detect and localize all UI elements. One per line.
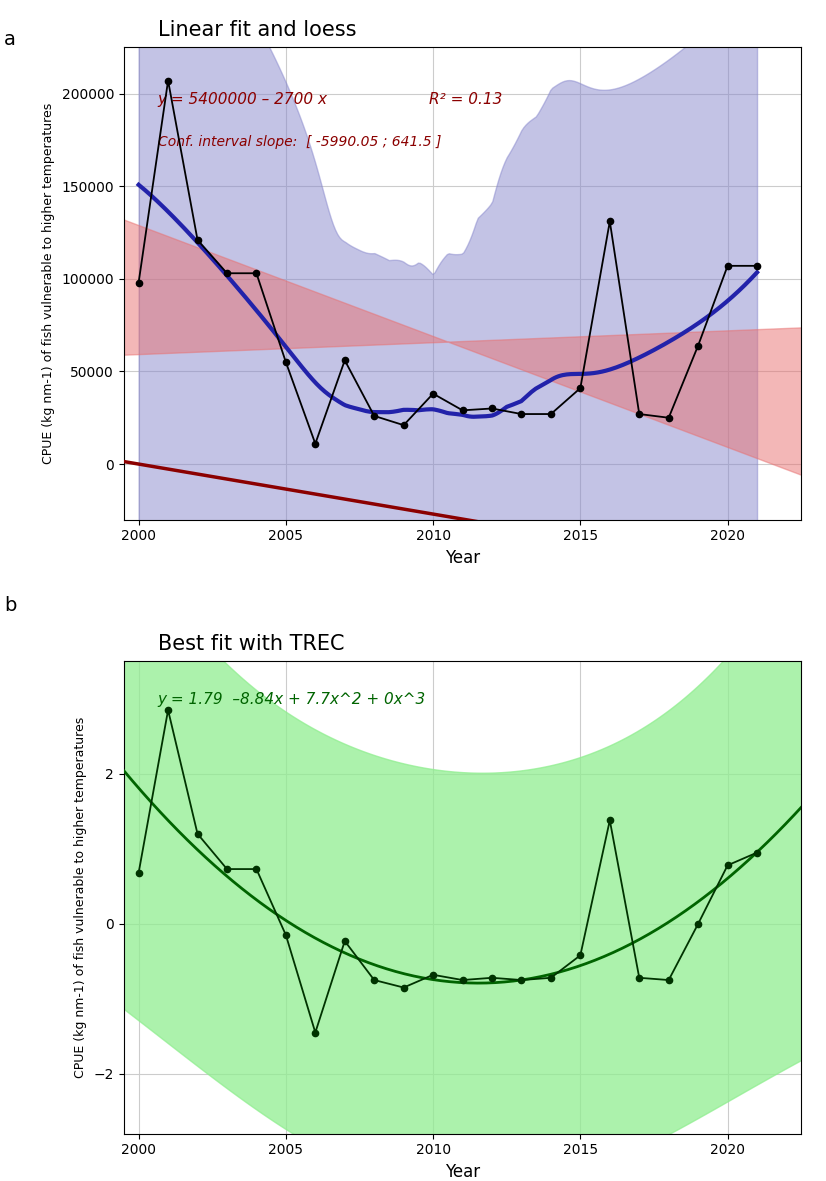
X-axis label: Year: Year [445, 1163, 480, 1181]
Text: Best fit with TREC: Best fit with TREC [158, 634, 344, 654]
Text: y = 5400000 – 2700 x: y = 5400000 – 2700 x [158, 92, 328, 107]
Text: Linear fit and loess: Linear fit and loess [158, 20, 356, 40]
X-axis label: Year: Year [445, 549, 480, 567]
Text: a: a [4, 30, 16, 48]
Text: Conf. interval slope:  [ -5990.05 ; 641.5 ]: Conf. interval slope: [ -5990.05 ; 641.5… [158, 136, 441, 150]
Text: R² = 0.13: R² = 0.13 [429, 92, 502, 107]
Text: y = 1.79  –8.84x + 7.7x^2 + 0x^3: y = 1.79 –8.84x + 7.7x^2 + 0x^3 [158, 692, 426, 707]
Text: b: b [4, 596, 17, 615]
Y-axis label: CPUE (kg nm-1) of fish vulnerable to higher temperatures: CPUE (kg nm-1) of fish vulnerable to hig… [74, 717, 87, 1078]
Y-axis label: CPUE (kg nm-1) of fish vulnerable to higher temperatures: CPUE (kg nm-1) of fish vulnerable to hig… [41, 103, 55, 464]
